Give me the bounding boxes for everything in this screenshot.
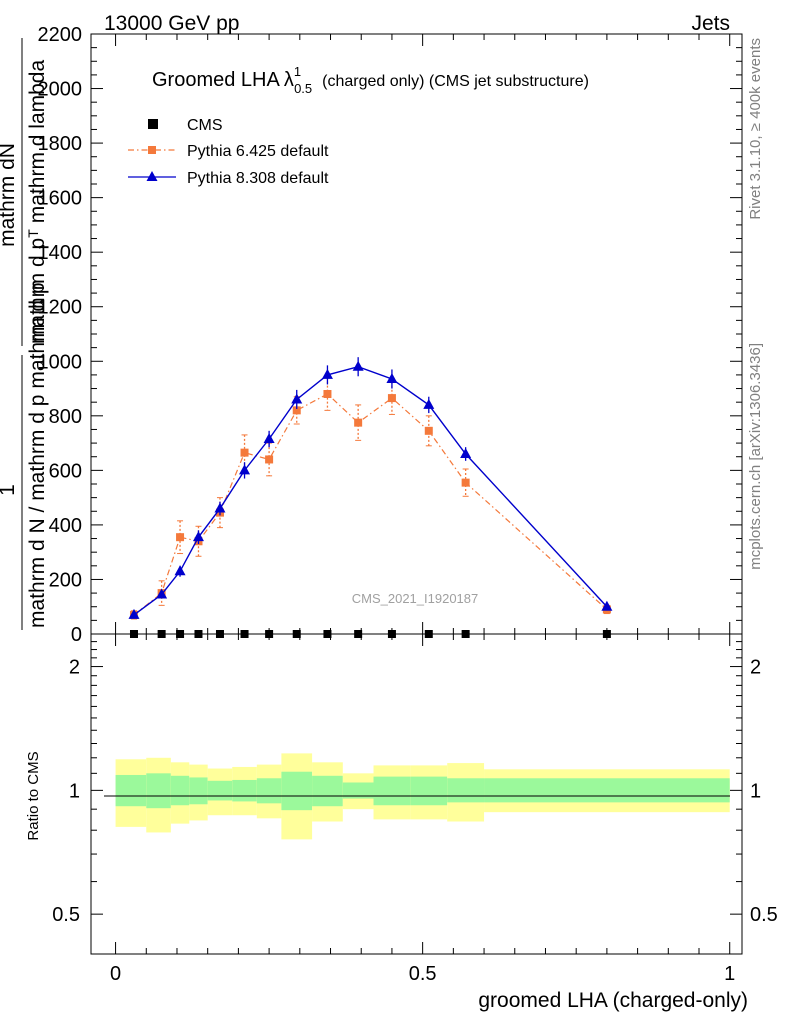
legend-pythia8-label: Pythia 8.308 default [187, 170, 329, 187]
pythia8-data-point [214, 502, 226, 513]
ratio-inner-band-bin [189, 777, 208, 805]
pythia6-data-point [176, 533, 185, 542]
y-tick-label: 200 [49, 569, 82, 591]
y-tick-label: 2000 [38, 79, 83, 101]
y-tick-label: 800 [49, 406, 82, 428]
mcplots-label: mcplots.cern.ch [arXiv:1306.3436] [747, 343, 764, 570]
pythia6-line [133, 393, 608, 616]
main-title: Groomed LHA λ1 0.5 (charged only) (CMS jet … [152, 64, 589, 96]
legend-pythia6-label: Pythia 6.425 default [187, 143, 329, 160]
y-tick-label: 1600 [38, 188, 83, 210]
pythia8-data-point [321, 368, 333, 379]
y-tick-label: 1000 [38, 351, 83, 373]
legend-cms-label: CMS [187, 117, 223, 134]
y-tick-label: 0 [71, 624, 82, 646]
y-tick-label: 600 [49, 460, 82, 482]
ratio-inner-band-bin [312, 775, 343, 807]
ratio-y-axis-label: Ratio to CMS [25, 751, 42, 840]
ratio-y-tick-label: 2 [69, 657, 80, 679]
pythia8-data-point [263, 433, 275, 443]
pythia8-data-point [192, 531, 204, 542]
main-axis-ticks: 0 200 400 600 800 1000 1200 1400 1600 1800 2000 220… [38, 24, 742, 646]
ratio-inner-band-bin [146, 773, 171, 809]
y-tick-label: 400 [49, 515, 82, 537]
ylabel-prefix-num: 1 [0, 484, 19, 496]
main-y-axis-label: 1 mathrm d N / mathrm d pmathrm d p math… [0, 38, 49, 630]
legend-cms-marker [148, 119, 158, 129]
header-left: 13000 GeV pp [104, 12, 239, 35]
legend-pythia6-marker [148, 146, 156, 154]
x-axis-label: groomed LHA (charged-only) [478, 989, 748, 1012]
pythia8-data-point [386, 373, 398, 383]
pythia8-data-point [174, 565, 186, 576]
pythia8-line [133, 365, 608, 616]
ratio-y-tick-label: 1 [69, 780, 80, 802]
ratio-inner-band-bin [256, 778, 282, 804]
ratio-y-tick-label-right: 0.5 [750, 904, 778, 926]
pythia6-data-point [354, 418, 363, 427]
ratio-plot-frame [90, 633, 743, 955]
pythia6-data-point [265, 455, 274, 464]
pythia8-data-point [601, 600, 613, 611]
pythia6-data-point [461, 478, 470, 487]
legend-pythia8-marker [146, 171, 158, 181]
ratio-inner-band-bin [115, 774, 147, 807]
x-tick-label: 1 [724, 963, 735, 985]
ratio-y-tick-label: 0.5 [52, 904, 80, 926]
ratio-y-tick-label-right: 1 [750, 780, 761, 802]
pythia8-data-point [128, 608, 140, 619]
y-tick-label: 1200 [38, 297, 83, 319]
ratio-y-tick-label-right: 2 [750, 657, 761, 679]
pythia6-data-point [292, 406, 301, 415]
ratio-inner-band-bin [170, 775, 190, 806]
y-tick-label: 2200 [38, 24, 83, 46]
pythia8-data-point [352, 360, 364, 371]
x-tick-label: 0.5 [409, 963, 437, 985]
pythia6-data-point [240, 448, 249, 457]
ratio-inner-band-bin [342, 782, 374, 799]
pythia6-data-point [387, 394, 396, 403]
ratio-inner-band-bin [281, 771, 313, 811]
x-tick-label: 0 [110, 963, 121, 985]
ratio-axis-ticks: 0 0.5 1 0.5 0.5 1 1 2 2 [52, 634, 778, 985]
ylabel-prefix-den: mathrm d N / mathrm d pmathrm d p [26, 282, 49, 628]
ratio-inner-band-bin [232, 779, 257, 802]
y-tick-label: 1400 [38, 242, 83, 264]
ylabel-numerator: mathrm dN [0, 143, 19, 247]
pythia8-data-point [239, 464, 251, 475]
ratio-inner-band-bin [410, 776, 448, 806]
header-right: Jets [691, 12, 730, 35]
pythia8-data-point [423, 398, 435, 409]
pythia8-data-point [460, 448, 472, 458]
analysis-watermark: CMS_2021_I1920187 [352, 591, 479, 606]
ratio-inner-band-bin [373, 776, 411, 806]
pythia6-data-point [424, 426, 433, 435]
y-tick-label: 1800 [38, 133, 83, 155]
pythia8-data-point [291, 393, 303, 404]
ylabel-denominator: mathrm d pTmathrm d lambda [25, 60, 49, 344]
ratio-inner-band-bin [484, 778, 730, 803]
pythia8-data-point [156, 588, 168, 599]
ratio-inner-band-bin [447, 778, 485, 803]
rivet-version-label: Rivet 3.1.10, ≥ 400k events [747, 38, 764, 220]
pythia6-data-point [323, 390, 332, 398]
ratio-inner-band-bin [207, 780, 233, 801]
legend: CMS Pythia 6.425 default Pythia 8.308 de… [128, 117, 329, 187]
